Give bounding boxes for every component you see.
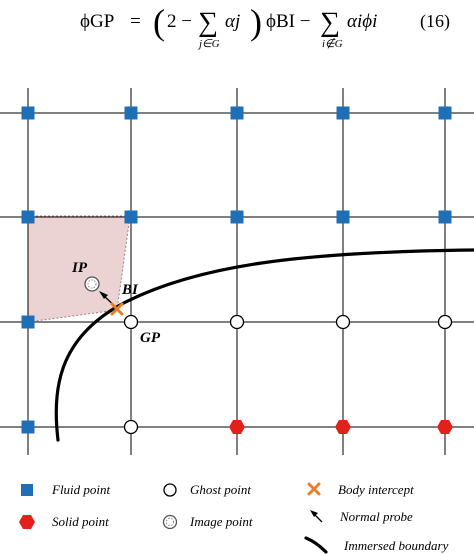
label-body-intercept: BI bbox=[121, 282, 139, 298]
fluid-point bbox=[21, 315, 35, 329]
legend-label-normal-probe: Normal probe bbox=[339, 509, 413, 524]
equation-alpha-phi-i: αiϕi bbox=[347, 11, 377, 32]
ghost-point bbox=[229, 314, 245, 330]
fluid-point-legend-icon bbox=[21, 484, 33, 496]
legend-label-boundary: Immersed boundary bbox=[343, 538, 449, 553]
equation-close-paren: ) bbox=[250, 2, 262, 42]
equation-phi-bi: ϕBI − bbox=[266, 11, 310, 32]
equation-number: (16) bbox=[420, 11, 450, 32]
legend-label-fluid: Fluid point bbox=[51, 482, 111, 497]
fluid-point bbox=[336, 106, 350, 120]
legend-label-solid: Solid point bbox=[52, 514, 109, 529]
fluid-point bbox=[438, 106, 452, 120]
fluid-point bbox=[21, 420, 35, 434]
solid-points bbox=[229, 420, 453, 434]
fluid-point bbox=[438, 210, 452, 224]
legend-label-body-intercept: Body intercept bbox=[338, 482, 414, 497]
fluid-point bbox=[124, 210, 138, 224]
equation-equals: = bbox=[130, 11, 141, 32]
image-point bbox=[84, 276, 100, 292]
boundary-legend-icon bbox=[304, 536, 328, 554]
fluid-points bbox=[21, 106, 452, 434]
fluid-point bbox=[230, 210, 244, 224]
fluid-point bbox=[124, 106, 138, 120]
equation-sum-2: ∑ bbox=[320, 7, 340, 38]
equation-sum1-index: j∈G bbox=[197, 38, 220, 50]
normal-probe-legend-icon bbox=[310, 510, 323, 523]
equation: ϕGP = ( 2 − ∑ j∈G αj ) ϕBI − ∑ i∉G αiϕi … bbox=[80, 2, 450, 50]
image-point-legend-icon bbox=[162, 514, 178, 530]
ghost-points bbox=[123, 314, 453, 435]
equation-lhs: ϕGP bbox=[80, 11, 114, 32]
equation-open-paren: ( bbox=[153, 2, 165, 42]
legend: Fluid point Ghost point Body intercept S… bbox=[19, 482, 449, 554]
label-image-point: IP bbox=[71, 260, 88, 276]
fluid-point bbox=[336, 210, 350, 224]
fluid-point bbox=[21, 210, 35, 224]
solid-point-legend-icon bbox=[19, 515, 35, 529]
legend-label-ghost: Ghost point bbox=[190, 482, 251, 497]
ghost-point bbox=[123, 314, 139, 330]
ghost-point bbox=[437, 314, 453, 330]
label-ghost-point: GP bbox=[140, 330, 161, 346]
equation-sum2-index: i∉G bbox=[322, 37, 343, 50]
ghost-point bbox=[335, 314, 351, 330]
solid-point bbox=[335, 420, 351, 434]
equation-two-minus: 2 − bbox=[167, 11, 192, 32]
immersed-boundary-curve bbox=[54, 248, 474, 442]
legend-label-image: Image point bbox=[189, 514, 253, 529]
solid-point bbox=[437, 420, 453, 434]
body-intercept-marker bbox=[110, 302, 124, 316]
body-intercept-legend-icon bbox=[307, 482, 321, 496]
equation-alpha-j: αj bbox=[225, 11, 240, 32]
ghost-point bbox=[123, 419, 139, 435]
equation-sum-1: ∑ bbox=[198, 7, 218, 38]
fluid-point bbox=[230, 106, 244, 120]
fluid-point bbox=[21, 106, 35, 120]
grid-lines bbox=[0, 88, 474, 455]
ghost-point-legend-icon bbox=[163, 483, 177, 497]
solid-point bbox=[229, 420, 245, 434]
